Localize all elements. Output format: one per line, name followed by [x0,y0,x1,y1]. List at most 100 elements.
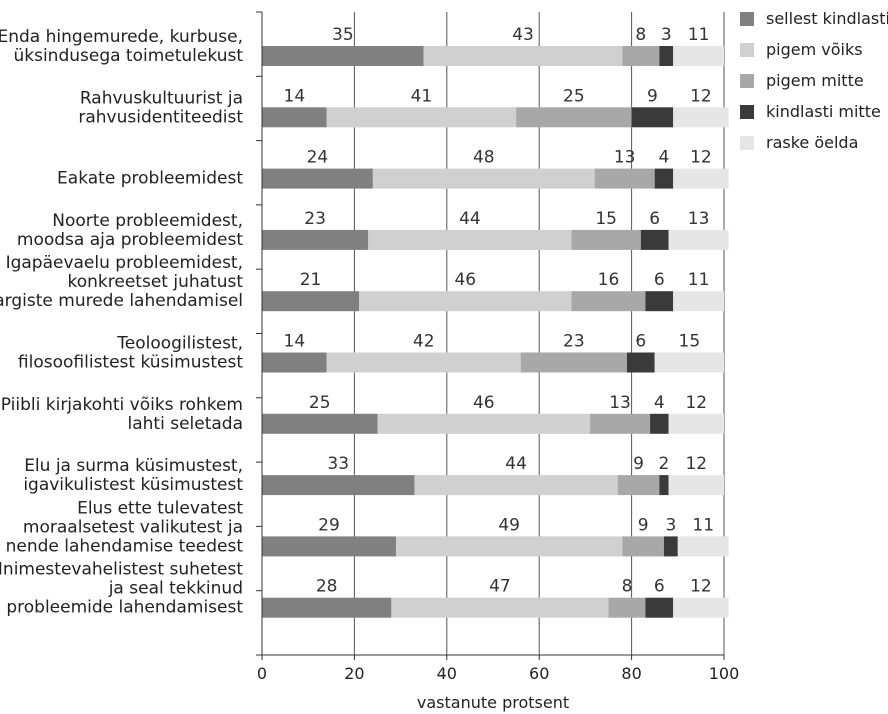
value-label: 13 [614,148,636,168]
bar-segment [663,536,678,557]
bar-segment [590,413,651,434]
bar-segment [677,536,729,557]
bar-segment [659,46,674,66]
bar-segment [262,413,378,434]
category-label-line: konkreetset juhatust [68,272,244,292]
value-label: 6 [635,332,646,352]
value-label: 3 [661,25,672,45]
value-label: 4 [654,393,665,413]
x-axis: 0 20 40 60 80 100 [256,11,740,683]
bar-segment [571,229,641,250]
bar-segment [650,413,669,434]
bar-segment [608,597,646,618]
value-label: 47 [489,577,511,597]
category-label-line: moodsa aja probleemidest [17,230,243,250]
legend-label: sellest kindlasti [766,9,888,28]
bar-segment [262,46,424,66]
bar-segment [262,229,369,250]
category-label-line: Enda hingemurede, kurbuse, [0,27,243,47]
bar-segment [262,107,327,128]
legend-label: kindlasti mitte [766,102,881,121]
category-label: Elus ette tulevatest moraalsetest valikut… [6,498,244,556]
category-label-line: Elus ette tulevatest [77,498,243,518]
value-label: 41 [411,86,433,106]
bar-segment [262,475,415,496]
category-label-line: Piibli kirjakohti võiks rohkem [1,395,243,415]
value-label: 13 [609,393,631,413]
legend-swatch [740,43,754,57]
value-label: 42 [413,332,435,352]
value-label: 49 [498,515,520,535]
category-label-line: Rahvuskultuurist ja [80,88,243,108]
category-label-line: moraalsetest valikutest ja [23,517,243,537]
x-tick-label: 80 [621,664,641,683]
category-label: Rahvuskultuurist ja rahvusidentiteedist [78,88,243,127]
value-label: 12 [690,148,712,168]
bar-segment [594,168,655,189]
bar-segment [668,475,724,496]
value-label: 11 [688,25,710,45]
legend-swatch [740,105,754,119]
bar-segment [654,168,674,189]
legend-swatch [740,12,754,26]
category-label: Elu ja surma küsimustest, igavikulistest … [23,456,243,495]
category-label: Teoloogilistest, filosoofilistest küsimus… [18,334,243,373]
value-label: 24 [307,148,329,168]
bar-segment [516,107,632,128]
bar-segment [395,536,623,557]
bar-segment [414,475,618,496]
bar-segment [617,475,660,496]
value-label: 28 [316,577,338,597]
bar-segment [645,291,674,312]
value-label: 9 [647,86,658,106]
bar-segment [668,413,724,434]
category-label-line: Eakate probleemidest [57,169,243,189]
category-label: Noorte probleemidest, moodsa aja probleem… [17,211,243,250]
bar-segment [391,597,609,618]
category-label-line: rahvusidentiteedist [78,107,243,127]
bar-segment [673,168,729,189]
value-label: 6 [649,209,660,229]
value-label: 15 [679,332,701,352]
value-label: 9 [638,515,649,535]
category-label: Enda hingemurede, kurbuse, üksindusega to… [0,27,243,66]
bar-segment [326,107,517,128]
bar-segment [262,352,327,373]
bar-segment [622,46,660,66]
bar-segment [626,352,655,373]
bar-segment [673,46,724,66]
value-label: 48 [473,148,495,168]
category-label-line: probleemide lahendamisest [6,598,243,618]
legend-swatch [740,136,754,150]
value-label: 23 [304,209,326,229]
bar-segment [631,107,674,128]
x-tick-label: 60 [529,664,549,683]
value-label: 44 [505,454,527,474]
bar-segment [659,475,669,496]
value-label: 14 [284,332,306,352]
x-tick-label: 100 [709,664,740,683]
category-label-line: ja seal tekkinud [108,579,243,599]
value-label: 46 [473,393,495,413]
bar-segment [654,352,724,373]
value-label: 33 [327,454,349,474]
bar-segment [262,536,396,557]
bar-segment [673,597,729,618]
value-label: 44 [459,209,481,229]
bar-segment [622,536,664,557]
category-label-line: filosoofilistest küsimustest [18,353,243,373]
category-labels-layer: Enda hingemurede, kurbuse, üksindusega to… [0,27,243,618]
bars-layer [262,46,729,618]
category-label-line: Inimestevahelistest suhetest [0,560,243,580]
value-label: 9 [633,454,644,474]
value-label: 12 [690,86,712,106]
x-tick-label: 0 [257,664,267,683]
value-label: 25 [309,393,331,413]
category-label-line: Noorte probleemidest, [52,211,243,231]
bar-segment [645,597,674,618]
value-label: 12 [685,393,707,413]
bar-segment [377,413,591,434]
category-label-line: lahti seletada [128,414,244,434]
